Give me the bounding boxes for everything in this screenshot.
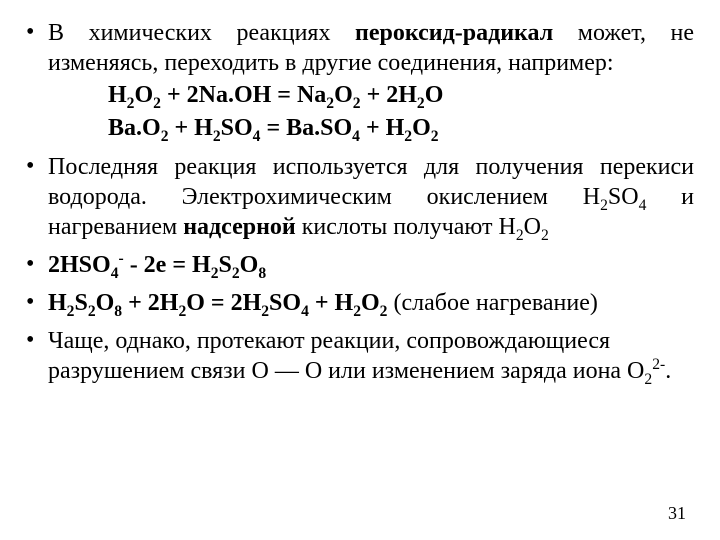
s: 2 (644, 371, 652, 388)
eq: + 2H (361, 82, 417, 108)
eq: O = 2H (186, 290, 261, 316)
eq: O (134, 82, 153, 108)
bullet-1: В химических реакциях пероксид-радикал м… (26, 18, 694, 144)
s: 2 (353, 303, 361, 320)
s: 2 (541, 227, 549, 244)
bullet-2-text: Последняя реакция используется для получ… (48, 152, 694, 242)
eq: H (108, 82, 127, 108)
s: 2 (232, 265, 240, 282)
s: 2 (600, 197, 608, 214)
s: 2 (404, 128, 412, 145)
s: 2 (431, 128, 439, 145)
eq: Ba.O (108, 115, 161, 141)
bullet-1-text: В химических реакциях пероксид-радикал м… (48, 18, 694, 78)
bullet-list: В химических реакциях пероксид-радикал м… (26, 18, 694, 386)
eq: SO (269, 290, 301, 316)
eq: 2HSO (48, 252, 111, 278)
term-persulfuric: надсерной (183, 214, 296, 240)
s: 2 (353, 95, 361, 112)
text: кислоты получают H (296, 214, 516, 240)
bullet-3: 2HSO4- - 2e = H2S2O8 (26, 250, 694, 280)
text: SO (608, 184, 639, 210)
equation-4: H2S2O8 + 2H2O = 2H2SO4 + H2O2 (слабое на… (48, 288, 694, 318)
s: 4 (301, 303, 309, 320)
eq: S (218, 252, 231, 278)
eq: + H (360, 115, 404, 141)
text: O (524, 214, 541, 240)
s: 4 (111, 265, 119, 282)
note: (слабое нагревание) (387, 290, 597, 316)
text: В химических реакциях (48, 20, 355, 46)
eq: + 2H (122, 290, 178, 316)
bullet-2: Последняя реакция используется для получ… (26, 152, 694, 242)
eq: + 2Na.OH = Na (161, 82, 326, 108)
equation-1: H2O2 + 2Na.OH = Na2O2 + 2H2O (108, 80, 694, 111)
eq: O (240, 252, 259, 278)
s: 4 (352, 128, 360, 145)
s: 2 (326, 95, 334, 112)
bullet-5-text: Чаще, однако, протекают реакции, сопрово… (48, 326, 694, 386)
s: 2 (261, 303, 269, 320)
s: 2 (213, 128, 221, 145)
term-peroxide-radical: пероксид-радикал (355, 20, 553, 46)
s: 2 (88, 303, 96, 320)
eq: - 2e = H (124, 252, 211, 278)
slide: В химических реакциях пероксид-радикал м… (0, 0, 720, 540)
text: . (665, 358, 671, 384)
eq: S (74, 290, 87, 316)
eq: H (48, 290, 67, 316)
text: Последняя реакция используется для получ… (48, 154, 694, 210)
s: 2- (652, 356, 665, 373)
eq: O (334, 82, 353, 108)
eq: + H (309, 290, 353, 316)
eq: SO (221, 115, 253, 141)
page-number: 31 (668, 503, 686, 524)
equation-2: Ba.O2 + H2SO4 = Ba.SO4 + H2O2 (108, 113, 694, 144)
eq: + H (168, 115, 212, 141)
s: 2 (516, 227, 524, 244)
text: Чаще, однако, протекают реакции, сопрово… (48, 328, 644, 384)
s: 2 (417, 95, 425, 112)
bullet-5: Чаще, однако, протекают реакции, сопрово… (26, 326, 694, 386)
eq: O (361, 290, 380, 316)
s: 8 (258, 265, 266, 282)
eq: O (96, 290, 115, 316)
eq: O (425, 82, 444, 108)
bullet-4: H2S2O8 + 2H2O = 2H2SO4 + H2O2 (слабое на… (26, 288, 694, 318)
eq: O (412, 115, 431, 141)
s: 8 (114, 303, 122, 320)
eq: = Ba.SO (260, 115, 352, 141)
s: 2 (153, 95, 161, 112)
equation-3: 2HSO4- - 2e = H2S2O8 (48, 250, 694, 280)
